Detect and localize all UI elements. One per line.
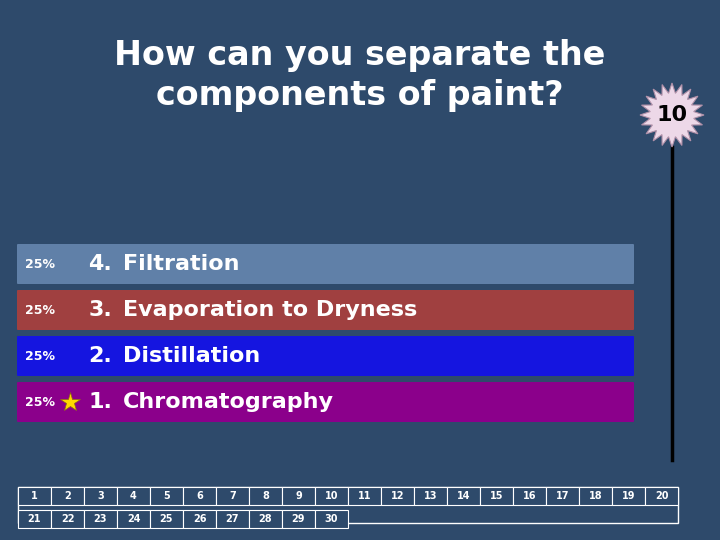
- Text: 3: 3: [97, 491, 104, 501]
- Text: 21: 21: [28, 514, 41, 524]
- Text: 25%: 25%: [25, 303, 55, 316]
- FancyBboxPatch shape: [17, 336, 634, 376]
- Text: 6: 6: [196, 491, 203, 501]
- Text: 26: 26: [193, 514, 206, 524]
- FancyBboxPatch shape: [17, 382, 634, 422]
- Bar: [183, 510, 216, 528]
- Bar: [117, 487, 150, 505]
- Text: 27: 27: [226, 514, 239, 524]
- Text: 7: 7: [229, 491, 236, 501]
- Text: 11: 11: [358, 491, 372, 501]
- Text: 2: 2: [64, 491, 71, 501]
- Text: 3.: 3.: [88, 300, 112, 320]
- Bar: [216, 510, 249, 528]
- Text: Distillation: Distillation: [123, 346, 260, 366]
- Bar: [579, 487, 612, 505]
- Polygon shape: [640, 83, 704, 147]
- Text: 25%: 25%: [25, 349, 55, 362]
- Text: 10: 10: [325, 491, 338, 501]
- Bar: [18, 487, 678, 523]
- FancyBboxPatch shape: [17, 244, 634, 284]
- Text: 18: 18: [589, 491, 603, 501]
- Bar: [645, 487, 678, 505]
- Bar: [513, 487, 546, 505]
- Bar: [480, 487, 513, 505]
- Bar: [315, 487, 348, 505]
- Text: 5: 5: [163, 491, 170, 501]
- Bar: [84, 510, 117, 528]
- Bar: [414, 487, 447, 505]
- Text: 4.: 4.: [88, 254, 112, 274]
- Text: 22: 22: [60, 514, 74, 524]
- Text: Evaporation to Dryness: Evaporation to Dryness: [123, 300, 418, 320]
- Text: How can you separate the: How can you separate the: [114, 38, 606, 71]
- Text: 20: 20: [654, 491, 668, 501]
- Bar: [216, 487, 249, 505]
- Text: 19: 19: [622, 491, 635, 501]
- Text: 1: 1: [31, 491, 38, 501]
- Bar: [51, 487, 84, 505]
- Text: 16: 16: [523, 491, 536, 501]
- Bar: [348, 487, 381, 505]
- Bar: [612, 487, 645, 505]
- Text: Filtration: Filtration: [123, 254, 240, 274]
- Bar: [282, 487, 315, 505]
- Text: 30: 30: [325, 514, 338, 524]
- Text: 23: 23: [94, 514, 107, 524]
- Text: 24: 24: [127, 514, 140, 524]
- Bar: [117, 510, 150, 528]
- Text: 1.: 1.: [88, 392, 112, 412]
- Bar: [315, 510, 348, 528]
- Text: 8: 8: [262, 491, 269, 501]
- Bar: [282, 510, 315, 528]
- Text: 25%: 25%: [25, 258, 55, 271]
- Bar: [18, 487, 51, 505]
- Text: 28: 28: [258, 514, 272, 524]
- Text: 29: 29: [292, 514, 305, 524]
- Bar: [447, 487, 480, 505]
- Text: 25: 25: [160, 514, 174, 524]
- Text: 17: 17: [556, 491, 570, 501]
- Text: components of paint?: components of paint?: [156, 78, 564, 111]
- Text: 12: 12: [391, 491, 404, 501]
- Bar: [249, 487, 282, 505]
- Bar: [84, 487, 117, 505]
- Text: 4: 4: [130, 491, 137, 501]
- Bar: [183, 487, 216, 505]
- Text: Chromatography: Chromatography: [123, 392, 334, 412]
- Bar: [381, 487, 414, 505]
- Text: 25%: 25%: [25, 395, 55, 408]
- FancyBboxPatch shape: [17, 290, 634, 330]
- Bar: [51, 510, 84, 528]
- Text: 9: 9: [295, 491, 302, 501]
- Bar: [150, 510, 183, 528]
- Text: 13: 13: [424, 491, 437, 501]
- Text: 14: 14: [456, 491, 470, 501]
- Text: 15: 15: [490, 491, 503, 501]
- Bar: [249, 510, 282, 528]
- Bar: [150, 487, 183, 505]
- Text: 10: 10: [657, 105, 688, 125]
- Bar: [18, 510, 51, 528]
- Bar: [546, 487, 579, 505]
- Text: 2.: 2.: [88, 346, 112, 366]
